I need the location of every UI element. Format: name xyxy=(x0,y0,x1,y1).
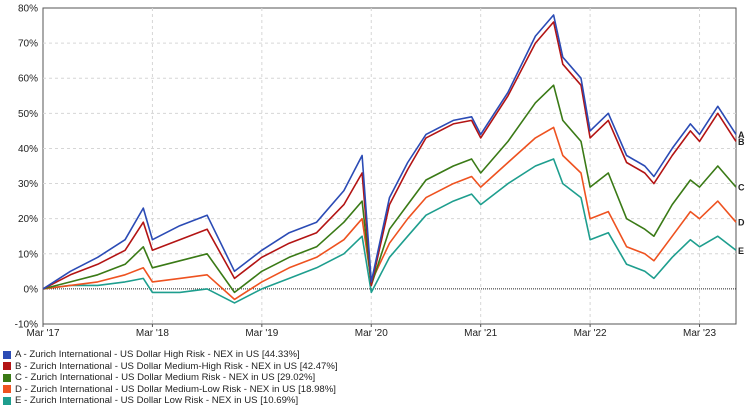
legend-item: D - Zurich International - US Dollar Med… xyxy=(3,384,603,396)
y-tick-label: 60% xyxy=(18,74,38,85)
series-line xyxy=(42,21,737,290)
y-tick-label: 80% xyxy=(18,4,38,15)
y-tick-label: 50% xyxy=(18,109,38,120)
legend-label: D - Zurich International - US Dollar Med… xyxy=(15,383,336,395)
series-end-label: C xyxy=(738,183,745,193)
series-line xyxy=(42,158,737,304)
legend-swatch xyxy=(3,373,11,382)
legend-label: C - Zurich International - US Dollar Med… xyxy=(15,372,316,383)
legend-item: A - Zurich International - US Dollar Hig… xyxy=(3,349,603,361)
y-tick-label: 70% xyxy=(18,39,38,50)
x-tick-label: Mar '21 xyxy=(464,328,497,339)
legend: A - Zurich International - US Dollar Hig… xyxy=(3,349,603,407)
series-lines xyxy=(42,14,737,304)
legend-swatch xyxy=(3,362,11,371)
legend-label: B - Zurich International - US Dollar Med… xyxy=(15,360,338,372)
series-line xyxy=(42,14,737,290)
legend-item: C - Zurich International - US Dollar Med… xyxy=(3,372,603,384)
series-end-label: D xyxy=(738,218,745,228)
y-tick-label: 10% xyxy=(18,249,38,260)
series-end-label: A xyxy=(738,130,745,140)
y-tick-label: 0% xyxy=(24,284,39,295)
series-line xyxy=(42,126,737,301)
legend-label: E - Zurich International - US Dollar Low… xyxy=(15,395,299,406)
axis-tick-labels: -10% 0% 10% 20% 30% 40% 50% 60% 70% 80% Mar '17 Mar… xyxy=(15,4,717,340)
plot-background xyxy=(42,7,737,325)
legend-label: A - Zurich International - US Dollar Hig… xyxy=(15,349,300,360)
x-tick-label: Mar '20 xyxy=(355,328,388,339)
series-end-label: B xyxy=(738,137,745,147)
x-tick-label: Mar '23 xyxy=(683,328,716,339)
legend-item: E - Zurich International - US Dollar Low… xyxy=(3,395,603,407)
legend-swatch xyxy=(3,396,11,405)
x-tick-label: Mar '17 xyxy=(26,328,59,339)
y-tick-label: 30% xyxy=(18,179,38,190)
y-tick-label: 40% xyxy=(18,144,38,155)
x-tick-label: Mar '18 xyxy=(136,328,169,339)
y-tick-label: -10% xyxy=(15,320,38,331)
series-line xyxy=(42,84,737,294)
series-end-labels: AB C D E xyxy=(738,130,745,256)
x-tick-label: Mar '19 xyxy=(245,328,278,339)
legend-swatch xyxy=(3,350,11,359)
series-end-label: E xyxy=(738,246,744,256)
legend-item: B - Zurich International - US Dollar Med… xyxy=(3,361,603,373)
y-tick-label: 20% xyxy=(18,214,38,225)
x-tick-label: Mar '22 xyxy=(574,328,607,339)
legend-swatch xyxy=(3,385,11,394)
